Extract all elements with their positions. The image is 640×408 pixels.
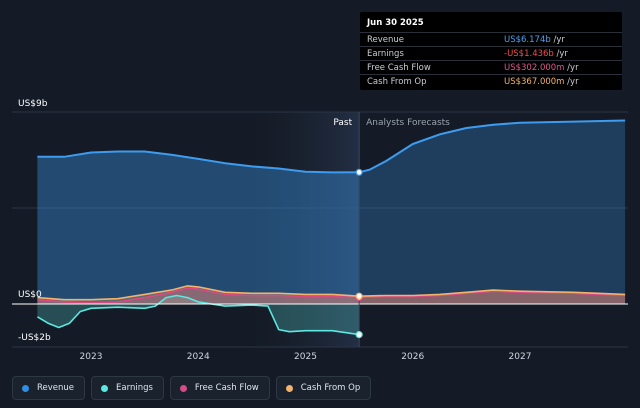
- legend-label: Earnings: [116, 383, 153, 393]
- legend-item-earnings[interactable]: Earnings: [91, 376, 164, 400]
- tooltip-label: Revenue: [367, 35, 405, 45]
- free-cash-flow-past-area: [37, 288, 360, 304]
- legend: Revenue Earnings Free Cash Flow Cash Fro…: [12, 376, 372, 400]
- past-label: Past: [333, 118, 352, 128]
- series-lines: [36, 119, 626, 336]
- past-region-shade: [251, 112, 360, 347]
- legend-label: Cash From Op: [300, 383, 361, 393]
- financial-chart: US$9b US$0 -US$2b Past Analysts Forecast…: [12, 99, 628, 362]
- y-label-bottom: -US$2b: [18, 333, 51, 343]
- free-cash-flow-forecast-line: [359, 290, 626, 299]
- gridlines: [12, 111, 628, 348]
- x-tick-label: 2027: [509, 352, 532, 362]
- x-tick-label: 2025: [294, 352, 317, 362]
- cash-from-op-past-line: [37, 285, 360, 301]
- legend-item-revenue[interactable]: Revenue: [12, 376, 86, 400]
- tooltip-row-free-cash-flow: Free Cash Flow US$302.000m /yr: [360, 60, 622, 75]
- legend-dot-icon: [179, 384, 187, 392]
- earnings-past-area: [37, 295, 360, 335]
- revenue-forecast-line: [358, 119, 626, 174]
- revenue-current-point[interactable]: [355, 168, 363, 176]
- x-axis-ticks: 2023 2024 2025 2026 2027: [80, 352, 532, 362]
- analysts-forecasts-label: Analysts Forecasts: [366, 118, 450, 128]
- legend-item-cash-from-op[interactable]: Cash From Op: [275, 376, 372, 400]
- legend-dot-icon: [285, 384, 293, 392]
- earnings-past-line: [36, 294, 360, 336]
- revenue-past-area: [37, 151, 360, 304]
- legend-label: Free Cash Flow: [194, 383, 259, 393]
- tooltip-row-cash-from-op: Cash From Op US$367.000m /yr: [360, 74, 622, 89]
- legend-label: Revenue: [37, 383, 75, 393]
- tooltip-date: Jun 30 2025: [367, 18, 424, 28]
- tooltip-label: Earnings: [367, 49, 404, 59]
- revenue-forecast-area: [359, 120, 626, 304]
- current-markers: [355, 168, 363, 339]
- cash-from-op-current-point[interactable]: [355, 292, 363, 300]
- legend-dot-icon: [101, 384, 109, 392]
- free-cash-flow-past-line: [37, 287, 360, 304]
- data-tooltip: Jun 30 2025 Revenue US$6.174b /yr Earnin…: [360, 12, 622, 90]
- tooltip-label: Cash From Op: [367, 77, 427, 87]
- earnings-current-point[interactable]: [355, 331, 363, 339]
- y-label-zero: US$0: [18, 290, 42, 300]
- x-tick-label: 2023: [80, 352, 103, 362]
- tooltip-value: US$367.000m /yr: [504, 77, 579, 87]
- x-tick-label: 2024: [187, 352, 210, 362]
- tooltip-value: US$6.174b /yr: [504, 35, 565, 45]
- tooltip-label: Free Cash Flow: [367, 63, 431, 73]
- tooltip-value: -US$1.436b /yr: [504, 49, 568, 59]
- legend-dot-icon: [22, 384, 29, 392]
- cash-from-op-forecast-line: [359, 289, 626, 297]
- y-label-top: US$9b: [18, 99, 48, 109]
- free-cash-flow-forecast-area: [359, 291, 626, 304]
- tooltip-row-revenue: Revenue US$6.174b /yr: [360, 32, 622, 47]
- x-tick-label: 2026: [401, 352, 424, 362]
- legend-item-free-cash-flow[interactable]: Free Cash Flow: [169, 376, 270, 400]
- tooltip-value: US$302.000m /yr: [504, 63, 579, 73]
- tooltip-row-earnings: Earnings -US$1.436b /yr: [360, 46, 622, 61]
- revenue-past-line: [37, 150, 360, 174]
